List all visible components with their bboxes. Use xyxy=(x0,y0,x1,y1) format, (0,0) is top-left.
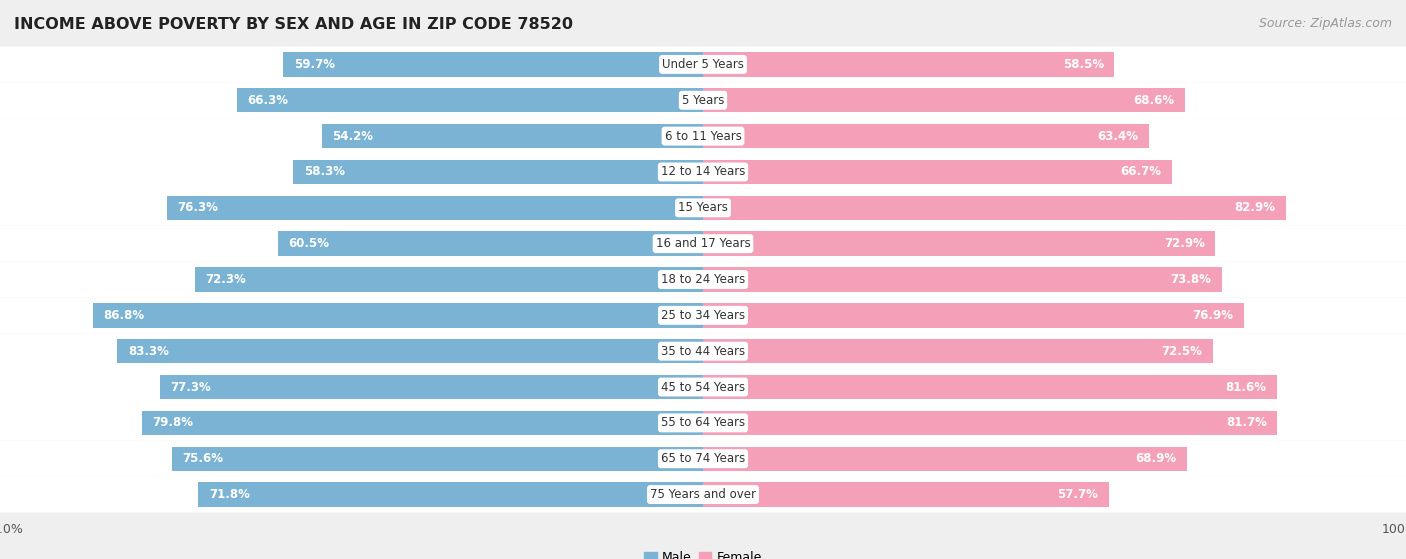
Bar xyxy=(236,88,703,112)
Text: INCOME ABOVE POVERTY BY SEX AND AGE IN ZIP CODE 78520: INCOME ABOVE POVERTY BY SEX AND AGE IN Z… xyxy=(14,17,574,32)
Text: 72.9%: 72.9% xyxy=(1164,237,1205,250)
Bar xyxy=(703,88,1185,112)
FancyBboxPatch shape xyxy=(0,297,1406,333)
Bar xyxy=(166,196,703,220)
FancyBboxPatch shape xyxy=(0,154,1406,190)
Bar xyxy=(703,124,1149,148)
Text: 25 to 34 Years: 25 to 34 Years xyxy=(661,309,745,322)
Bar xyxy=(703,482,1109,507)
Bar xyxy=(172,447,703,471)
Text: 71.8%: 71.8% xyxy=(208,488,250,501)
Bar xyxy=(194,267,703,292)
Text: 12 to 14 Years: 12 to 14 Years xyxy=(661,165,745,178)
Text: 65 to 74 Years: 65 to 74 Years xyxy=(661,452,745,465)
Bar xyxy=(283,52,703,77)
Bar xyxy=(703,339,1212,363)
Bar xyxy=(703,52,1115,77)
Text: 79.8%: 79.8% xyxy=(153,416,194,429)
Text: Source: ZipAtlas.com: Source: ZipAtlas.com xyxy=(1258,17,1392,30)
Bar xyxy=(142,411,703,435)
Text: 18 to 24 Years: 18 to 24 Years xyxy=(661,273,745,286)
Text: 45 to 54 Years: 45 to 54 Years xyxy=(661,381,745,394)
Text: 5 Years: 5 Years xyxy=(682,94,724,107)
Text: 86.8%: 86.8% xyxy=(104,309,145,322)
Text: 76.9%: 76.9% xyxy=(1192,309,1233,322)
Bar xyxy=(703,375,1277,399)
FancyBboxPatch shape xyxy=(0,262,1406,297)
Bar xyxy=(703,303,1244,328)
Text: 55 to 64 Years: 55 to 64 Years xyxy=(661,416,745,429)
FancyBboxPatch shape xyxy=(0,226,1406,262)
Bar xyxy=(278,231,703,256)
Bar xyxy=(703,411,1278,435)
FancyBboxPatch shape xyxy=(0,118,1406,154)
Text: 16 and 17 Years: 16 and 17 Years xyxy=(655,237,751,250)
Text: 66.7%: 66.7% xyxy=(1121,165,1161,178)
FancyBboxPatch shape xyxy=(0,82,1406,118)
Text: 35 to 44 Years: 35 to 44 Years xyxy=(661,345,745,358)
Bar xyxy=(93,303,703,328)
Text: 6 to 11 Years: 6 to 11 Years xyxy=(665,130,741,143)
FancyBboxPatch shape xyxy=(0,441,1406,477)
Text: 60.5%: 60.5% xyxy=(288,237,329,250)
Text: 68.6%: 68.6% xyxy=(1133,94,1175,107)
Bar xyxy=(703,267,1222,292)
Text: 75 Years and over: 75 Years and over xyxy=(650,488,756,501)
Text: 73.8%: 73.8% xyxy=(1170,273,1212,286)
Text: 57.7%: 57.7% xyxy=(1057,488,1098,501)
Text: 72.5%: 72.5% xyxy=(1161,345,1202,358)
Text: 58.3%: 58.3% xyxy=(304,165,344,178)
Bar xyxy=(322,124,703,148)
FancyBboxPatch shape xyxy=(0,405,1406,441)
Bar xyxy=(703,160,1173,184)
Text: 82.9%: 82.9% xyxy=(1234,201,1275,214)
FancyBboxPatch shape xyxy=(0,190,1406,226)
Bar xyxy=(117,339,703,363)
Text: 63.4%: 63.4% xyxy=(1097,130,1139,143)
FancyBboxPatch shape xyxy=(0,333,1406,369)
FancyBboxPatch shape xyxy=(0,477,1406,513)
Text: 58.5%: 58.5% xyxy=(1063,58,1104,71)
Text: 72.3%: 72.3% xyxy=(205,273,246,286)
Text: 76.3%: 76.3% xyxy=(177,201,218,214)
Text: 59.7%: 59.7% xyxy=(294,58,335,71)
Text: 75.6%: 75.6% xyxy=(183,452,224,465)
Bar xyxy=(160,375,703,399)
Text: 15 Years: 15 Years xyxy=(678,201,728,214)
Bar xyxy=(703,231,1215,256)
Bar xyxy=(198,482,703,507)
Text: 81.7%: 81.7% xyxy=(1226,416,1267,429)
Legend: Male, Female: Male, Female xyxy=(640,546,766,559)
Text: 68.9%: 68.9% xyxy=(1136,452,1177,465)
FancyBboxPatch shape xyxy=(0,46,1406,82)
Text: Under 5 Years: Under 5 Years xyxy=(662,58,744,71)
Bar xyxy=(703,447,1188,471)
Bar xyxy=(294,160,703,184)
FancyBboxPatch shape xyxy=(0,369,1406,405)
Text: 81.6%: 81.6% xyxy=(1225,381,1267,394)
Text: 54.2%: 54.2% xyxy=(332,130,374,143)
Text: 77.3%: 77.3% xyxy=(170,381,211,394)
Bar xyxy=(703,196,1286,220)
Text: 66.3%: 66.3% xyxy=(247,94,288,107)
Text: 83.3%: 83.3% xyxy=(128,345,169,358)
